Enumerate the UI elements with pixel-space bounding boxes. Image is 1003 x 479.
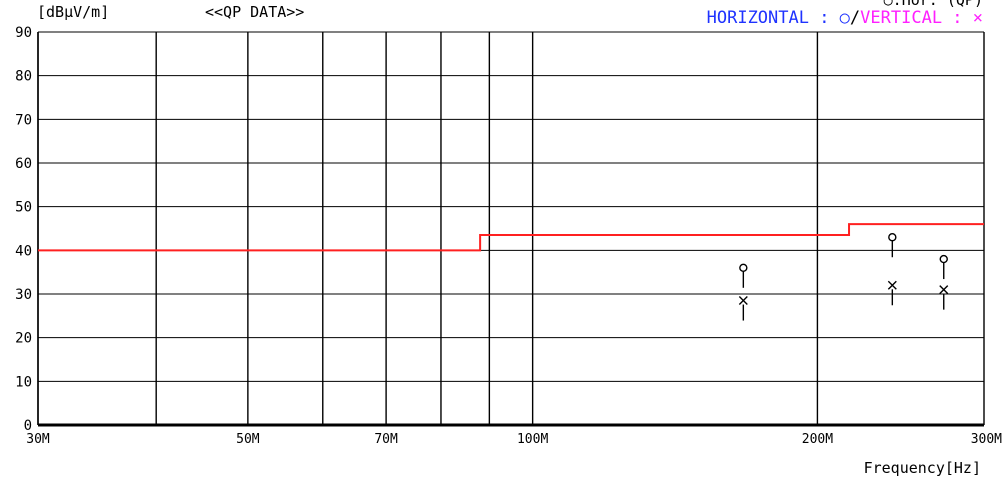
circle-marker [939, 254, 948, 264]
legend-hor-qp: ○:Hor. (QP) [883, 0, 983, 9]
x-marker-stroke [738, 296, 748, 306]
horizontal-marker [739, 263, 748, 288]
x-tick-labels: 30M 50M 70M 100M 200M 300M [26, 432, 1002, 447]
legend-separator: / [849, 8, 861, 28]
x-marker-stroke [887, 280, 897, 290]
legend-horizontal: HORIZONTAL : ○ [706, 8, 850, 28]
y-tick-label: 50 [15, 200, 32, 216]
grid [37, 31, 985, 426]
x-marker-stroke [939, 285, 949, 295]
y-tick-label: 90 [15, 25, 32, 41]
y-tick-label: 70 [15, 112, 32, 128]
y-tick-label: 60 [15, 156, 32, 172]
y-tick-label: 80 [15, 69, 32, 85]
circle-marker [888, 233, 897, 242]
x-tick-label: 30M [26, 432, 50, 447]
vertical-marker [887, 280, 897, 306]
legend: HORIZONTAL : ○/VERTICAL : × [707, 8, 983, 28]
y-tick-label: 0 [24, 418, 32, 434]
circle-marker [739, 263, 748, 272]
x-tick-label: 300M [971, 432, 1002, 447]
data-markers [738, 233, 949, 321]
y-tick-label: 10 [15, 374, 32, 390]
limit-line [38, 223, 984, 252]
chart-title: <<QP DATA>> [205, 3, 305, 21]
y-tick-label: 20 [15, 331, 32, 347]
limit-line-group [38, 223, 984, 252]
x-tick-label: 100M [517, 432, 548, 447]
vertical-marker [939, 285, 949, 310]
legend-vertical: VERTICAL : × [860, 8, 983, 28]
y-axis-label: [dBμV/m] [37, 3, 110, 21]
horizontal-marker [888, 233, 897, 258]
x-tick-label: 50M [236, 432, 260, 447]
x-tick-label: 70M [374, 432, 398, 447]
y-tick-label: 40 [15, 243, 32, 259]
y-tick-label: 30 [15, 287, 32, 303]
axes [37, 32, 984, 427]
y-tick-labels: 0 10 20 30 40 50 60 70 80 90 [15, 25, 32, 434]
horizontal-marker [939, 254, 948, 280]
vertical-marker [738, 296, 748, 321]
x-tick-label: 200M [802, 432, 833, 447]
x-axis-label: Frequency[Hz] [863, 459, 981, 477]
